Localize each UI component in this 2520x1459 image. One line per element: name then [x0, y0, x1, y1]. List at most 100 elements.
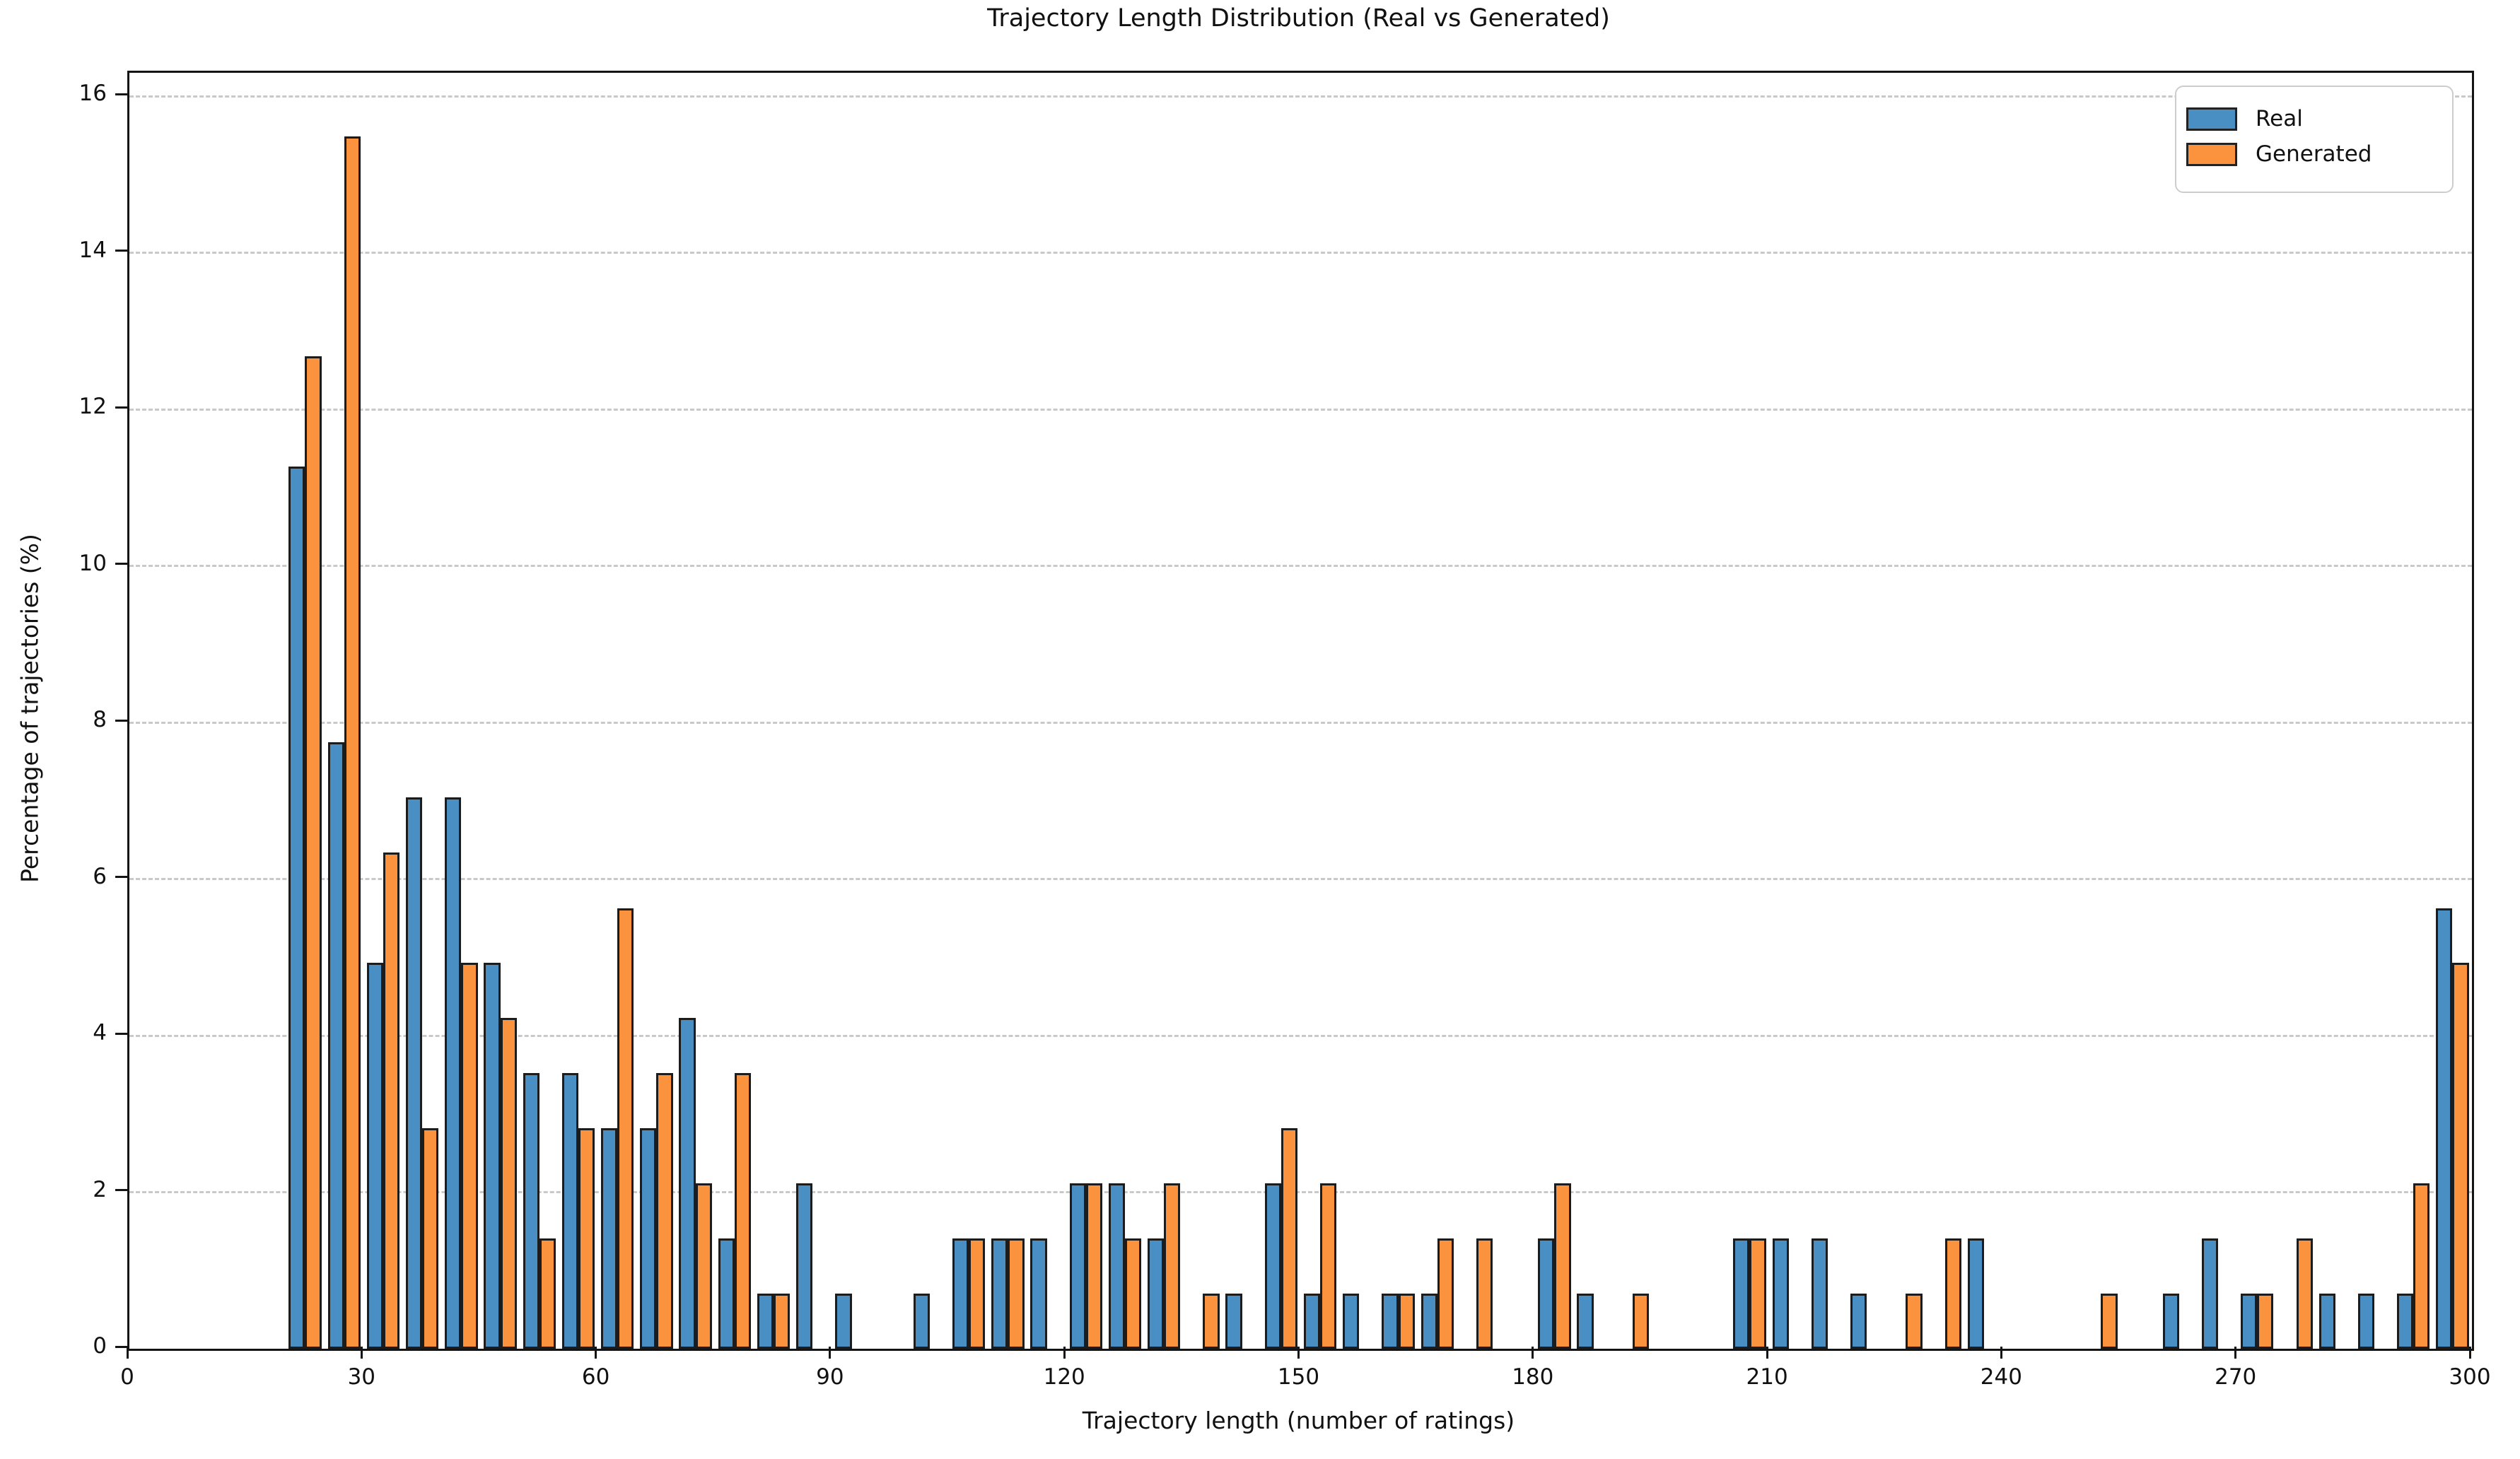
real-bar — [835, 1294, 852, 1349]
generated-bar — [774, 1294, 791, 1349]
gridline — [129, 1191, 2472, 1194]
generated-bar — [1398, 1294, 1415, 1349]
real-bar — [640, 1127, 657, 1349]
generated-bar — [1906, 1294, 1923, 1349]
generated-bar — [2296, 1238, 2313, 1349]
generated-bar — [1125, 1238, 1142, 1349]
x-tick-label: 0 — [120, 1364, 134, 1390]
generated-bar — [422, 1127, 439, 1349]
real-bar — [1225, 1294, 1242, 1349]
legend-item-generated: Generated — [2186, 136, 2452, 172]
real-bar — [757, 1294, 774, 1349]
generated-bar — [461, 963, 478, 1349]
x-tick-label: 150 — [1277, 1364, 1320, 1390]
generated-bar — [1281, 1127, 1298, 1349]
y-tick — [115, 1032, 127, 1035]
generated-bar — [656, 1073, 673, 1349]
y-tick-label: 6 — [93, 863, 107, 889]
x-tick-label: 240 — [1980, 1364, 2022, 1390]
real-bar — [679, 1017, 696, 1349]
y-tick-label: 8 — [93, 707, 107, 733]
generated-bar — [500, 1017, 517, 1349]
y-tick-label: 4 — [93, 1020, 107, 1046]
real-bar — [288, 467, 305, 1349]
y-tick — [115, 1189, 127, 1192]
x-tick-label: 210 — [1746, 1364, 1788, 1390]
x-tick-label: 90 — [816, 1364, 844, 1390]
gridline — [129, 408, 2472, 411]
real-bar — [1108, 1183, 1126, 1349]
legend-box: Real Generated — [2175, 86, 2454, 193]
generated-bar — [1085, 1183, 1102, 1349]
x-tick-label: 180 — [1512, 1364, 1554, 1390]
real-bar — [1577, 1294, 1594, 1349]
x-axis-label: Trajectory length (number of ratings) — [1082, 1407, 1515, 1434]
real-bar — [523, 1073, 539, 1349]
y-tick-label: 10 — [78, 550, 107, 576]
real-bar — [2241, 1294, 2258, 1349]
y-tick-label: 14 — [78, 237, 107, 263]
y-tick-label: 12 — [78, 394, 107, 420]
y-tick — [115, 93, 127, 95]
real-bar — [1343, 1294, 1360, 1349]
generated-bar — [1944, 1238, 1961, 1349]
real-bar — [2318, 1294, 2335, 1349]
gridline — [129, 95, 2472, 98]
x-tick — [2000, 1347, 2002, 1359]
generated-bar — [305, 356, 322, 1349]
y-tick — [115, 876, 127, 879]
generated-bar — [1749, 1238, 1766, 1349]
x-tick-label: 270 — [2215, 1364, 2257, 1390]
real-bar — [952, 1238, 969, 1349]
generated-bar — [344, 136, 361, 1349]
real-bar — [1030, 1238, 1047, 1349]
x-tick — [1766, 1347, 1768, 1359]
real-bar — [1303, 1294, 1321, 1349]
generated-bar — [617, 908, 634, 1349]
y-tick — [115, 563, 127, 566]
real-bar — [1382, 1294, 1399, 1349]
real-bar — [1811, 1238, 1828, 1349]
gridline — [129, 565, 2472, 568]
generated-bar — [2413, 1183, 2430, 1349]
generated-bar — [1554, 1183, 1571, 1349]
gridline — [129, 721, 2472, 724]
real-bar — [1850, 1294, 1867, 1349]
legend-label-generated: Generated — [2256, 141, 2372, 167]
generated-bar — [1476, 1238, 1493, 1349]
real-bar — [1967, 1238, 1984, 1349]
real-bar — [991, 1238, 1008, 1349]
gridline — [129, 252, 2472, 254]
real-bar — [366, 963, 383, 1349]
real-bar — [913, 1294, 930, 1349]
chart-title: Trajectory Length Distribution (Real vs … — [987, 4, 1610, 33]
real-bar — [601, 1127, 618, 1349]
generated-bar — [969, 1238, 986, 1349]
generated-bar — [2257, 1294, 2274, 1349]
y-tick-label: 0 — [93, 1333, 107, 1359]
x-tick-label: 300 — [2449, 1364, 2491, 1390]
y-tick-label: 2 — [93, 1176, 107, 1202]
x-tick — [1532, 1347, 1534, 1359]
generated-bar — [1008, 1238, 1025, 1349]
real-bar — [1538, 1238, 1555, 1349]
real-bar — [2357, 1294, 2374, 1349]
generated-bar — [1632, 1294, 1650, 1349]
x-tick — [1297, 1347, 1300, 1359]
x-tick — [360, 1347, 363, 1359]
generated-bar — [539, 1238, 556, 1349]
legend-item-real: Real — [2186, 101, 2452, 136]
real-bar — [2436, 908, 2453, 1349]
real-bar — [561, 1073, 578, 1349]
generated-bar — [1437, 1238, 1454, 1349]
real-bar — [718, 1238, 735, 1349]
legend-label-real: Real — [2256, 106, 2303, 131]
gridline — [129, 878, 2472, 881]
plot-area — [127, 71, 2474, 1351]
generated-bar — [1203, 1294, 1220, 1349]
real-bar — [484, 963, 501, 1349]
y-tick — [115, 1345, 127, 1348]
generated-bar — [2101, 1294, 2118, 1349]
real-bar — [2162, 1294, 2179, 1349]
